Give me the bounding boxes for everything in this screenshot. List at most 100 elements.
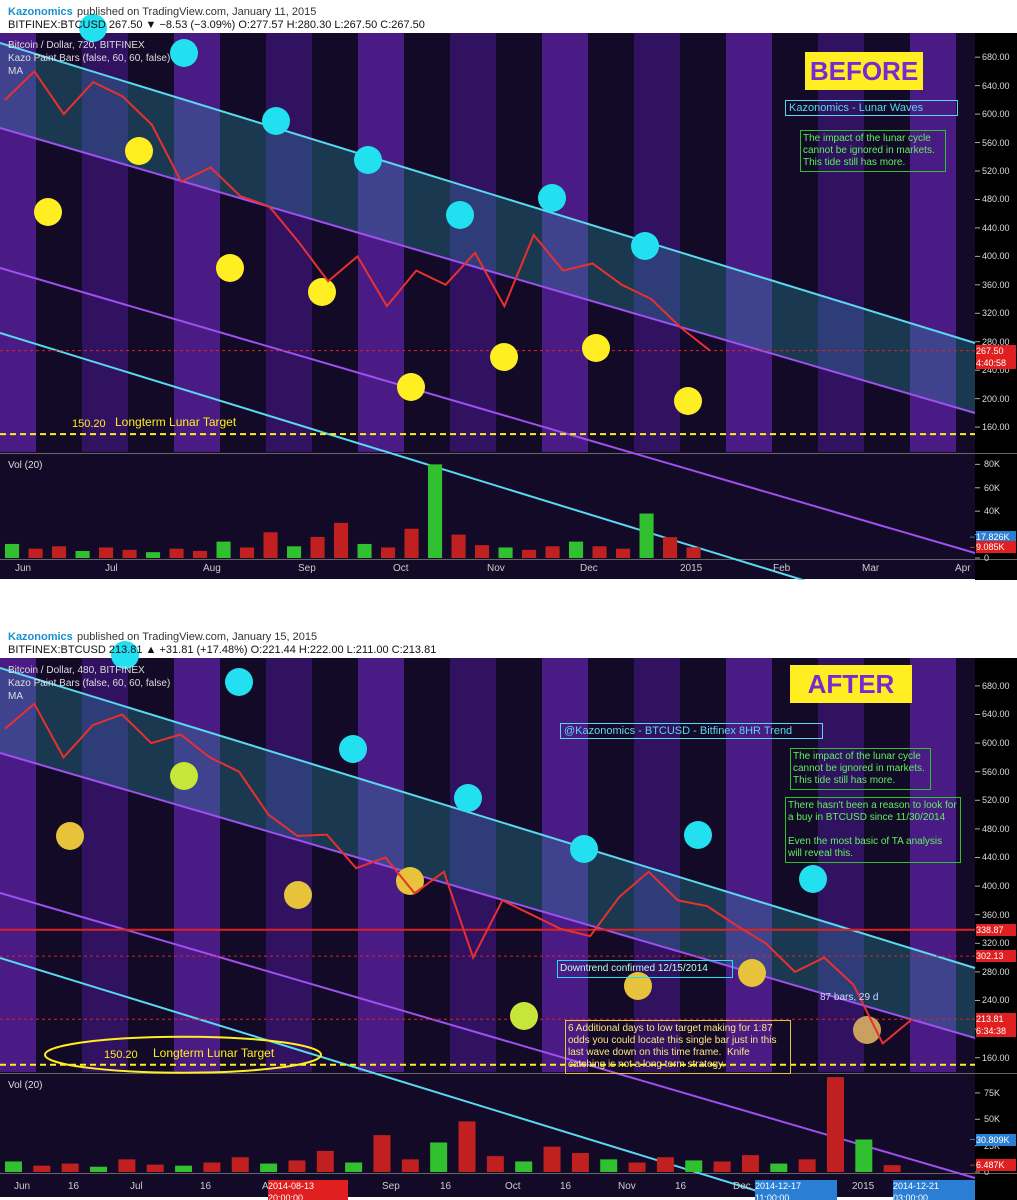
lunar-band <box>726 658 772 1072</box>
volume-bar <box>600 1159 618 1172</box>
volume-bar <box>616 548 631 558</box>
header-bg <box>0 0 1017 33</box>
lunar-band <box>174 658 220 1072</box>
level-label: 302.13 <box>976 950 1016 963</box>
x-tick-label: 16 <box>200 1181 212 1192</box>
badge: AFTER <box>790 665 912 703</box>
note: There hasn't been a reason to look for a… <box>785 797 961 863</box>
channel-line <box>0 42 976 344</box>
volume-bar <box>451 534 466 558</box>
x-tick-label: Jul <box>105 563 118 574</box>
volume-bar <box>169 548 184 558</box>
chart <box>0 625 1017 1200</box>
volume-bar <box>685 1160 703 1172</box>
volume-bar <box>75 550 90 558</box>
volume-bar <box>569 541 584 558</box>
symbol-line: BITFINEX:BTCUSD 213.81 ▲ +31.81 (+17.48%… <box>8 644 437 656</box>
x-tick-label: 16 <box>675 1181 687 1192</box>
volume-bar <box>310 536 325 558</box>
y-tick-label: 280.00 <box>982 336 1010 347</box>
vol-title: Vol (20) <box>8 460 43 471</box>
badge: BEFORE <box>805 52 923 90</box>
volume-bar <box>686 547 701 558</box>
volume-bar <box>498 547 513 558</box>
lunar-band <box>450 33 496 452</box>
target-ellipse <box>44 1035 322 1074</box>
volume-bar <box>146 1164 164 1172</box>
heading: Kazonomics - Lunar Waves <box>785 100 958 116</box>
moon-dot <box>490 343 518 371</box>
moon-dot <box>111 641 139 669</box>
y-tick-label: 360.00 <box>982 909 1010 920</box>
moon-dot <box>799 865 827 893</box>
lunar-band <box>266 658 312 1072</box>
lunar-band <box>82 33 128 452</box>
x-tick-label: Dec <box>580 563 598 574</box>
target-value: 150.20 <box>104 1048 138 1061</box>
x-tick-label: Mar <box>862 563 880 574</box>
date-label: 2014-08-13 20:00:00 <box>268 1180 348 1200</box>
x-tick-label: Sep <box>382 1181 400 1192</box>
y-tick-label: 480.00 <box>982 823 1010 834</box>
y-tick-label: 240.00 <box>982 995 1010 1006</box>
volume-bar <box>381 547 396 558</box>
lunar-band <box>818 33 864 452</box>
volume-bar <box>663 537 678 558</box>
y-tick-label: 160.00 <box>982 422 1010 433</box>
vol-tick-label: 0 <box>984 553 990 563</box>
volume-bar <box>288 1160 306 1172</box>
x-tick-label: Nov <box>487 563 505 574</box>
vol-label: 17.826K <box>976 531 1016 544</box>
moon-dot <box>125 137 153 165</box>
moon-dot <box>225 668 253 696</box>
channel-fill <box>0 43 975 413</box>
moon-dot <box>262 107 290 135</box>
vol-title: Vol (20) <box>8 1080 43 1091</box>
lunar-band <box>726 33 772 452</box>
volume-bar <box>373 1135 391 1172</box>
channel-line <box>0 267 976 554</box>
moon-dot <box>738 959 766 987</box>
volume-bar <box>798 1159 816 1172</box>
volume-bar <box>231 1157 249 1172</box>
moon-dot <box>354 146 382 174</box>
vol-tick-label: 80K <box>984 459 1001 470</box>
volume-bar <box>428 464 443 558</box>
volume-bar <box>28 548 43 558</box>
volume-bar <box>316 1150 334 1172</box>
y-tick-label: 440.00 <box>982 222 1010 233</box>
lunar-band <box>358 33 404 452</box>
moon-dot <box>284 881 312 909</box>
y-tick-label: 600.00 <box>982 109 1010 120</box>
volume-bar <box>193 550 208 558</box>
y-tick-label: 520.00 <box>982 795 1010 806</box>
volume-bar <box>357 543 372 558</box>
vol-tick-label: 60K <box>984 482 1001 493</box>
volume-bar <box>122 549 137 558</box>
y-tick-label: 440.00 <box>982 852 1010 863</box>
moon-dot <box>510 1002 538 1030</box>
chart-title: Bitcoin / Dollar, 480, BITFINEX <box>8 665 145 676</box>
volume-bar <box>334 522 349 558</box>
x-tick-label: 16 <box>68 1181 80 1192</box>
volume-bar <box>592 546 607 558</box>
volume-bar <box>287 546 302 558</box>
lunar-band <box>266 33 312 452</box>
moon-dot <box>56 822 84 850</box>
moon-dot <box>631 232 659 260</box>
volume-bar <box>118 1159 136 1172</box>
volume-bar <box>203 1162 221 1172</box>
x-tick-label: Jun <box>14 1181 31 1192</box>
volume-bar <box>263 532 278 558</box>
lunar-band <box>450 658 496 1072</box>
x-tick-label: Dec <box>733 1181 751 1192</box>
annotation: Downtrend confirmed 12/15/2014 <box>557 960 733 978</box>
lunar-band <box>910 658 956 1072</box>
volume-bar <box>61 1163 79 1172</box>
chart-title: Bitcoin / Dollar, 720, BITFINEX <box>8 40 145 51</box>
volume-bar <box>486 1156 504 1172</box>
price-line <box>4 702 913 1045</box>
volume-bar <box>99 547 114 558</box>
volume-bar <box>639 513 654 558</box>
